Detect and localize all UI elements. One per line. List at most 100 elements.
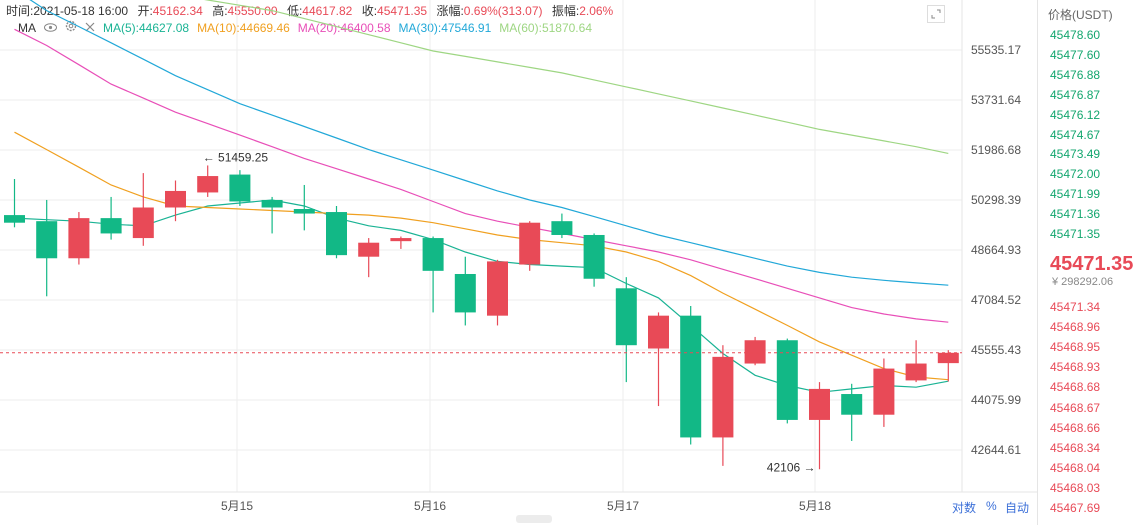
candle-body — [454, 273, 476, 313]
orderbook-ask-row[interactable]: 45472.00 — [1050, 167, 1101, 182]
candle-body — [712, 356, 734, 438]
orderbook-ask-row[interactable]: 45473.49 — [1050, 147, 1101, 162]
auto-scale-button[interactable]: 自动 — [1005, 501, 1030, 515]
orderbook-bid-row[interactable]: 45468.95 — [1050, 340, 1101, 355]
candle-body — [583, 234, 605, 279]
candle-body — [873, 368, 895, 415]
close-value: 45471.35 — [377, 4, 428, 18]
candle-body — [905, 363, 927, 381]
candle-body — [551, 221, 573, 235]
candle-body — [68, 218, 90, 259]
change-value: 0.69%(313.07) — [463, 4, 543, 18]
ma-indicator-name: MA — [18, 20, 36, 35]
orderbook-bid-row[interactable]: 45468.34 — [1050, 440, 1101, 455]
y-tick-label: 55535.17 — [971, 43, 1021, 57]
candle-body — [487, 261, 508, 316]
chart-scroll-handle[interactable] — [516, 515, 552, 523]
candle-body — [390, 238, 412, 242]
extreme-annotation: 42106 → — [767, 460, 816, 474]
orderbook-cny-price: ¥ 298292.06 — [1052, 276, 1114, 288]
orderbook-ask-row[interactable]: 45471.36 — [1050, 207, 1101, 222]
orderbook-bid-row[interactable]: 45471.34 — [1050, 300, 1101, 314]
candle-body — [326, 212, 347, 256]
close-icon[interactable] — [85, 21, 95, 35]
time-value: 2021-05-18 16:00 — [33, 4, 129, 18]
candle-body — [648, 315, 669, 349]
orderbook-panel: 价格(USDT) 45478.60 45477.60 45476.88 45476.8… — [1037, 0, 1137, 525]
orderbook-ask-row[interactable]: 45478.60 — [1050, 28, 1101, 42]
candle-body — [422, 238, 444, 271]
y-tick-label: 47084.52 — [971, 293, 1021, 307]
candle-body — [680, 315, 702, 438]
candle-body — [197, 176, 219, 193]
ma-values: MA(5):44627.08 MA(10):44669.46 MA(20):4640… — [103, 21, 600, 35]
eye-icon[interactable] — [44, 21, 57, 35]
orderbook-ask-row[interactable]: 45476.87 — [1050, 87, 1101, 102]
candlestick-chart[interactable]: 5月15 5月16 5月17 5月18 55535.17 53731.64 51986.68… — [0, 0, 1037, 525]
candle-body — [744, 340, 766, 364]
candle-body — [293, 209, 315, 214]
candle-body — [937, 352, 959, 364]
orderbook-bid-row[interactable]: 45468.04 — [1050, 460, 1101, 475]
gear-icon[interactable] — [65, 20, 77, 35]
ma-line-ma10 — [14, 131, 949, 381]
candle-body — [100, 218, 122, 234]
candle-body — [519, 222, 541, 265]
candle-body — [358, 242, 380, 257]
y-tick-label: 51986.68 — [971, 143, 1021, 157]
orderbook-bid-row[interactable]: 45467.69 — [1050, 501, 1101, 515]
close-label: 收: — [361, 4, 378, 18]
candle-body — [36, 221, 58, 259]
y-tick-label: 48664.93 — [971, 243, 1021, 257]
orderbook-ask-row[interactable]: 45474.67 — [1050, 127, 1101, 142]
percent-scale-button[interactable]: % — [986, 499, 997, 513]
x-tick-label: 5月17 — [607, 499, 639, 513]
candle-body — [841, 394, 863, 415]
y-tick-label: 45555.43 — [971, 343, 1021, 357]
ohlc-info-bar: 时间:2021-05-18 16:00 开:45162.34 高:45550.0… — [6, 2, 613, 19]
ma-legend-item: MA(10):44669.46 — [197, 20, 290, 35]
orderbook-bid-row[interactable]: 45468.96 — [1050, 320, 1101, 335]
open-label: 开: — [137, 4, 153, 18]
orderbook-header: 价格(USDT) — [1048, 8, 1113, 22]
orderbook-bid-row[interactable]: 45468.66 — [1050, 420, 1101, 435]
amplitude-value: 2.06% — [579, 4, 614, 18]
candle-body — [229, 174, 251, 202]
candle-body — [776, 340, 798, 420]
orderbook-bid-row[interactable]: 45468.68 — [1050, 380, 1101, 395]
candle-body — [809, 388, 830, 420]
low-value: 44617.82 — [302, 4, 353, 18]
candle-body — [165, 190, 186, 208]
orderbook-ask-row[interactable]: 45471.35 — [1050, 227, 1101, 241]
orderbook-bid-row[interactable]: 45468.03 — [1050, 480, 1101, 495]
log-scale-button[interactable]: 对数 — [952, 501, 977, 515]
amplitude-label: 振幅: — [551, 4, 580, 18]
orderbook-bid-row[interactable]: 45468.93 — [1050, 360, 1101, 375]
ma-line-ma20 — [14, 28, 949, 323]
orderbook-ask-row[interactable]: 45476.12 — [1050, 107, 1101, 122]
y-tick-label: 53731.64 — [971, 93, 1021, 107]
y-tick-label: 42644.61 — [971, 443, 1021, 457]
y-tick-label: 44075.99 — [971, 393, 1021, 407]
orderbook-bid-row[interactable]: 45468.67 — [1050, 400, 1101, 415]
ma-legend-item: MA(30):47546.91 — [398, 20, 492, 35]
candle-body — [132, 207, 154, 239]
orderbook-ask-row[interactable]: 45477.60 — [1050, 47, 1101, 62]
orderbook-last-price: 45471.35 — [1050, 253, 1134, 275]
high-value: 45550.00 — [227, 4, 278, 18]
ma-legend: MA MA(5):44627.08 MA(10):44669.46 MA(20):4… — [18, 20, 600, 35]
x-tick-label: 5月18 — [799, 499, 831, 513]
extreme-annotation: ← 51459.25 — [203, 150, 269, 164]
ma-legend-item: MA(5):44627.08 — [103, 20, 190, 35]
candle-body — [261, 199, 283, 208]
change-label: 涨幅: — [436, 4, 464, 18]
orderbook-ask-row[interactable]: 45471.99 — [1050, 187, 1101, 202]
ma-legend-item: MA(60):51870.64 — [499, 20, 592, 35]
low-label: 低: — [286, 4, 303, 18]
candle-body — [615, 288, 637, 346]
y-tick-label: 50298.39 — [971, 193, 1021, 207]
fullscreen-icon[interactable] — [927, 5, 945, 23]
orderbook-ask-row[interactable]: 45476.88 — [1050, 67, 1101, 82]
ma-line-ma5 — [14, 199, 949, 393]
